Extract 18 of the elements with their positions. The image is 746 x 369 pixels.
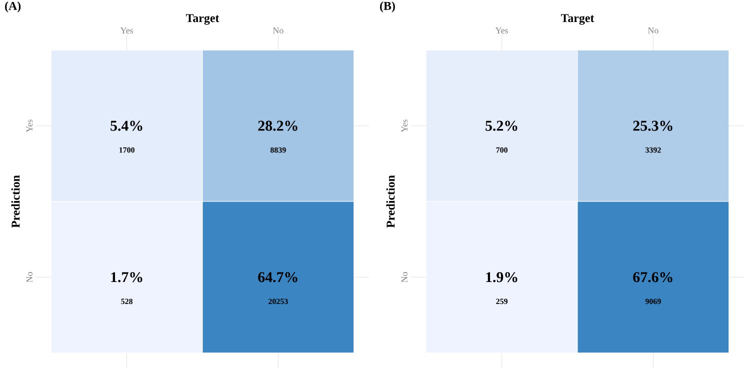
x-tick-label: Yes <box>495 28 508 34</box>
chart-title: (A) <box>5 2 21 12</box>
data-label: 64.7% <box>258 272 298 282</box>
data-label: 25.3% <box>633 120 672 131</box>
x-tick-label: No <box>272 28 284 34</box>
x-tick-label: No <box>648 28 658 34</box>
y-axis-title: Prediction <box>386 175 395 228</box>
x-axis-title: Target <box>560 14 594 25</box>
data-label: 1.9% <box>486 272 518 282</box>
data-label: 28.2% <box>258 120 298 131</box>
x-tick-label: Yes <box>120 28 134 34</box>
data-label: 67.6% <box>633 272 672 282</box>
chart-title: (B) <box>380 2 395 12</box>
data-label: 5.4% <box>110 120 142 131</box>
data-label: 5.2% <box>486 120 518 131</box>
y-axis-title: Prediction <box>11 175 20 228</box>
data-label: 1.7% <box>111 272 142 282</box>
x-axis-title: Target <box>186 14 220 25</box>
